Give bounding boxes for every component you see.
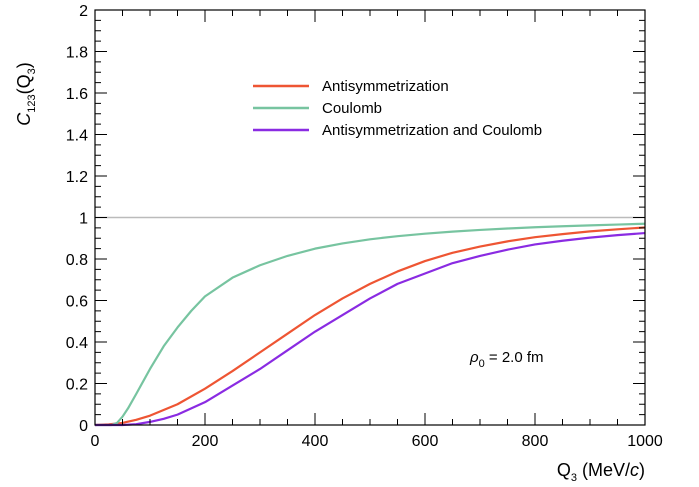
x-axis-label-unit-open: (MeV/ <box>577 460 630 480</box>
y-tick-label: 1.6 <box>66 86 88 103</box>
x-tick-label: 600 <box>412 433 439 450</box>
y-tick-label: 1.8 <box>66 45 88 62</box>
series-line-2 <box>95 231 646 427</box>
x-axis-label: Q3 (MeV/c) <box>557 460 645 484</box>
x-axis-label-unit-close: ) <box>639 460 645 480</box>
x-tick-label: 400 <box>302 433 329 450</box>
legend-label-0: Antisymmetrization <box>322 78 449 95</box>
x-tick-label: 0 <box>91 433 100 450</box>
rho-value: = 2.0 fm <box>485 349 544 366</box>
y-tick-label: 0.4 <box>66 335 88 352</box>
y-axis-label: C123(Q3) <box>14 62 38 125</box>
y-axis-label-arg-sub: 3 <box>26 68 38 74</box>
series-layer <box>94 222 646 427</box>
y-tick-label: 2 <box>79 3 88 20</box>
y-tick-label: 0.6 <box>66 294 88 311</box>
y-tick-label: 0 <box>79 418 88 435</box>
rho-annotation: ρ0 = 2.0 fm <box>469 349 544 370</box>
y-axis-label-base: C <box>14 112 34 126</box>
series-line-1 <box>95 222 646 427</box>
y-axis-label-sub: 123 <box>26 94 38 112</box>
tick-labels: 0 200 400 600 800 1000 0 0.2 0.4 0.6 0.8 1 1.2 1.4 1.6… <box>66 3 663 450</box>
x-axis-label-unit-italic: c <box>630 460 639 480</box>
y-axis-label-open: (Q <box>14 74 34 94</box>
y-tick-label: 1 <box>79 211 88 228</box>
x-tick-label: 200 <box>192 433 219 450</box>
axes <box>94 9 646 426</box>
x-tick-label: 1000 <box>627 433 663 450</box>
y-tick-label: 1.2 <box>66 169 88 186</box>
x-tick-label: 800 <box>522 433 549 450</box>
y-tick-label: 1.4 <box>66 128 88 145</box>
x-axis-label-base: Q <box>557 460 571 480</box>
legend-label-1: Coulomb <box>322 100 382 117</box>
rho-sub: 0 <box>479 358 485 370</box>
series-line-0 <box>94 226 646 427</box>
y-axis-label-close: ) <box>14 62 34 68</box>
legend: Antisymmetrization Coulomb Antisymmetrizat… <box>253 78 542 139</box>
rho-symbol: ρ <box>469 349 479 366</box>
y-tick-label: 0.8 <box>66 252 88 269</box>
y-tick-label: 0.2 <box>66 377 88 394</box>
legend-label-2: Antisymmetrization and Coulomb <box>322 122 542 139</box>
x-axis-label-sub: 3 <box>571 472 577 484</box>
